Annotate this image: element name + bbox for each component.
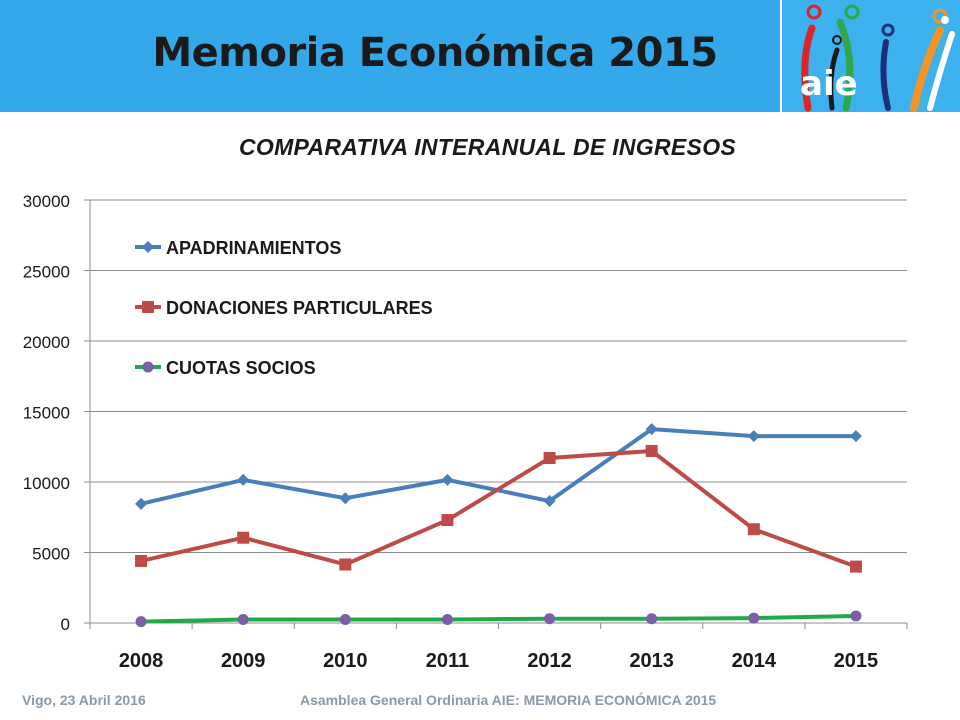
data-point bbox=[747, 430, 760, 443]
x-tick-label: 2012 bbox=[527, 650, 572, 672]
logo-text: aie bbox=[800, 64, 858, 104]
data-point bbox=[339, 613, 351, 625]
aie-logo-icon: aie bbox=[800, 4, 955, 112]
legend-marker bbox=[142, 361, 154, 373]
series-line-2 bbox=[141, 613, 856, 624]
data-point bbox=[441, 613, 453, 625]
data-point bbox=[543, 495, 556, 508]
footer-location-date: Vigo, 23 Abril 2016 bbox=[22, 692, 146, 708]
data-point bbox=[441, 473, 454, 486]
data-point bbox=[135, 497, 148, 510]
footer-event: Asamblea General Ordinaria AIE: MEMORIA … bbox=[300, 692, 717, 708]
header-bar: Memoria Económica 2015 aie bbox=[0, 0, 960, 112]
data-point bbox=[237, 613, 249, 625]
data-point bbox=[135, 616, 147, 628]
data-point bbox=[646, 613, 658, 625]
y-tick-label: 25000 bbox=[23, 263, 70, 282]
chart-title: COMPARATIVA INTERANUAL DE INGRESOS bbox=[238, 134, 737, 160]
aie-logo: aie bbox=[780, 0, 960, 112]
legend-label: DONACIONES PARTICULARES bbox=[166, 298, 433, 318]
y-tick-label: 20000 bbox=[23, 333, 70, 352]
legend-marker bbox=[142, 241, 154, 253]
legend-marker bbox=[142, 301, 154, 313]
legend-label: APADRINAMIENTOS bbox=[166, 238, 341, 258]
x-tick-label: 2014 bbox=[732, 650, 777, 672]
x-tick-label: 2008 bbox=[119, 650, 164, 672]
data-point bbox=[747, 523, 760, 536]
page-title: Memoria Económica 2015 bbox=[152, 30, 718, 76]
x-tick-label: 2010 bbox=[323, 650, 368, 672]
y-tick-label: 15000 bbox=[23, 404, 70, 423]
data-point bbox=[544, 613, 556, 625]
data-point bbox=[339, 558, 352, 571]
data-point bbox=[849, 430, 862, 443]
data-point bbox=[849, 560, 862, 573]
data-point bbox=[237, 473, 250, 486]
data-point bbox=[543, 452, 556, 465]
data-point bbox=[850, 610, 862, 622]
y-tick-label: 5000 bbox=[32, 545, 70, 564]
series-line-0 bbox=[140, 427, 856, 506]
legend-label: CUOTAS SOCIOS bbox=[166, 358, 316, 378]
y-tick-label: 0 bbox=[61, 615, 70, 634]
data-point bbox=[645, 444, 658, 457]
y-tick-label: 30000 bbox=[23, 192, 70, 211]
line-chart: 0 5000 10000 15000 20000 25000 30000 2008 2009 20… bbox=[23, 192, 908, 672]
data-point bbox=[237, 531, 250, 544]
x-tick-label: 2013 bbox=[629, 650, 674, 672]
data-point bbox=[339, 492, 352, 505]
data-point bbox=[748, 612, 760, 624]
data-point bbox=[645, 423, 658, 436]
x-tick-label: 2011 bbox=[426, 650, 469, 672]
x-tick-label: 2009 bbox=[221, 650, 266, 672]
x-tick-label: 2015 bbox=[834, 650, 879, 672]
y-tick-label: 10000 bbox=[23, 474, 70, 493]
series-line-1 bbox=[140, 448, 857, 569]
data-point bbox=[441, 514, 454, 527]
data-point bbox=[135, 554, 148, 567]
